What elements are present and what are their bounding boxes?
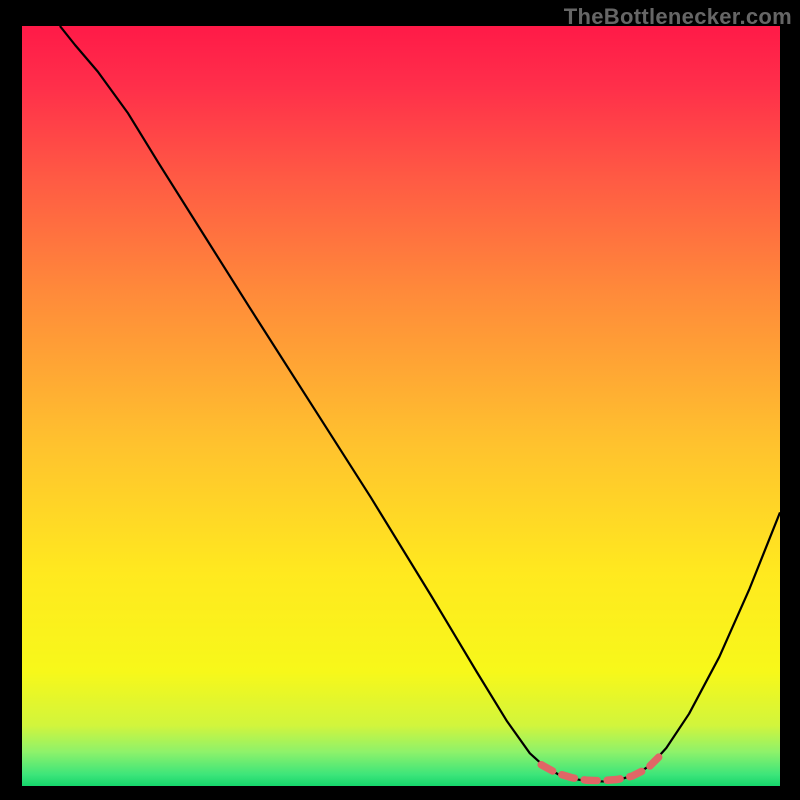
bottleneck-curve-chart xyxy=(0,0,800,800)
plot-background xyxy=(22,26,780,786)
chart-container: TheBottlenecker.com xyxy=(0,0,800,800)
watermark-label: TheBottlenecker.com xyxy=(564,4,792,30)
